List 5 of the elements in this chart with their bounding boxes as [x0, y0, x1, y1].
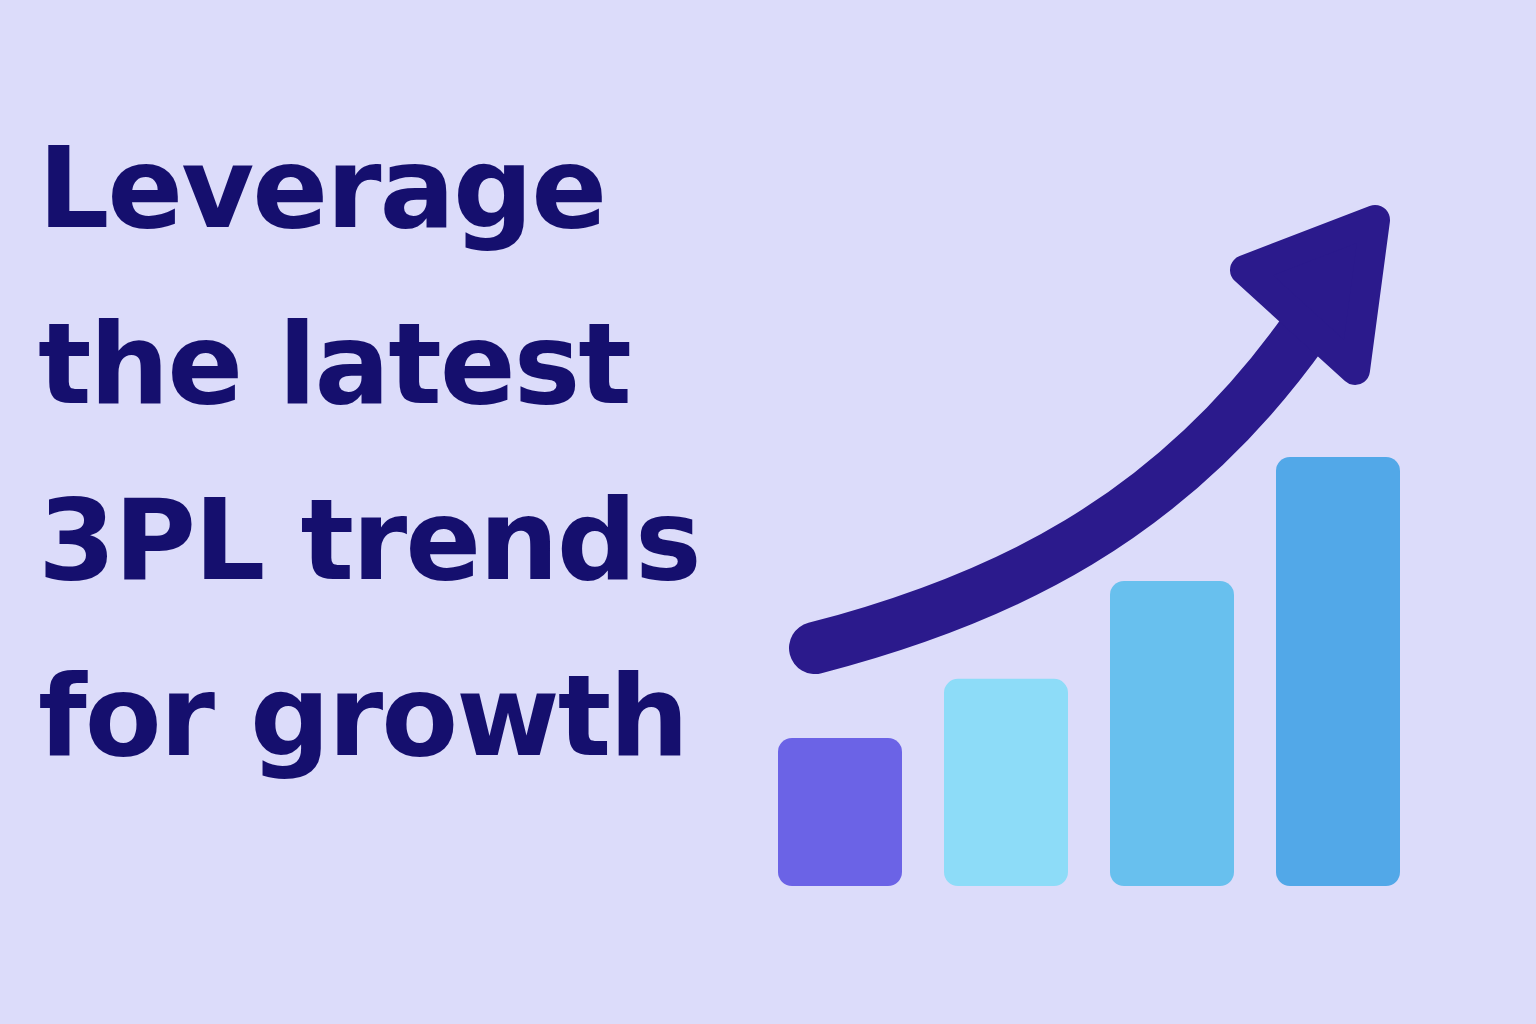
chart-title: Leverage the latest 3PL trends for growth [38, 122, 701, 783]
bar [1110, 580, 1234, 886]
bar [1276, 457, 1400, 886]
bar [778, 738, 902, 886]
bar [944, 678, 1068, 886]
